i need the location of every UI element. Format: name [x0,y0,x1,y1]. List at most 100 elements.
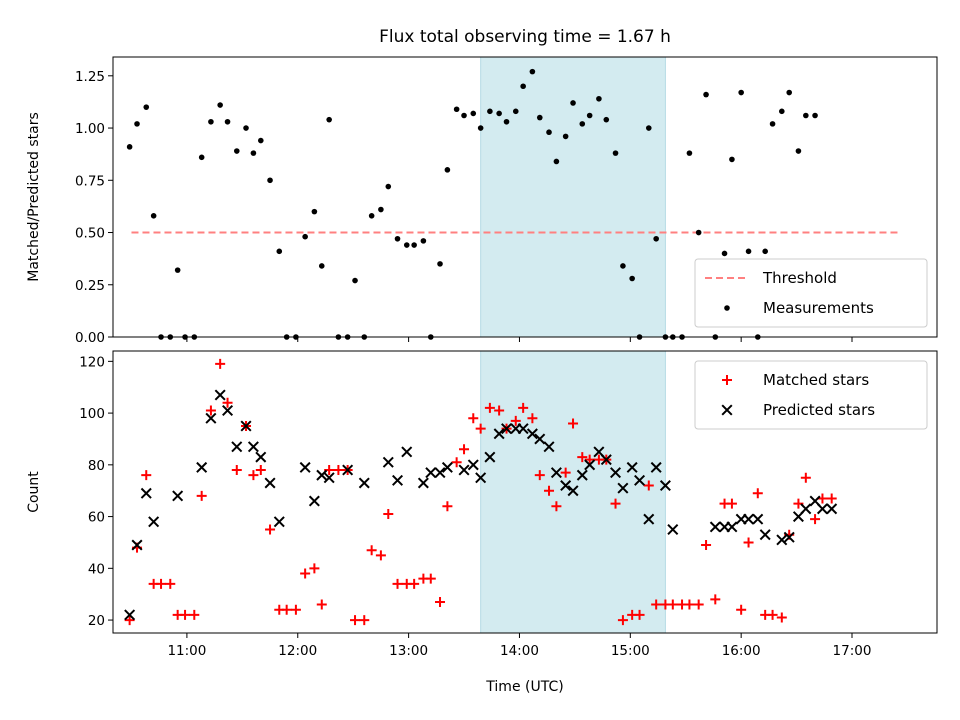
data-point [586,112,593,119]
data-point [214,389,226,401]
data-point [215,358,226,369]
legend-marker-dot [724,305,730,311]
data-point [617,615,628,626]
data-point [276,248,283,255]
data-point [800,503,812,515]
data-point [584,454,595,465]
series-predicted-stars [124,389,838,621]
data-point [409,578,420,589]
data-point [767,609,778,620]
y-axis-label: Matched/Predicted stars [26,112,42,282]
data-point [134,121,140,127]
data-point [709,521,721,533]
data-point [299,461,311,473]
data-point [810,514,821,525]
data-point [420,238,427,244]
data-point [544,485,555,496]
data-point [383,508,394,519]
x-tick-label: 12:00 [278,643,317,659]
data-point [550,467,562,479]
data-point [467,459,479,471]
data-point [693,599,704,610]
data-point [352,277,358,284]
data-point [198,154,205,161]
data-point [156,578,167,589]
data-point [610,498,621,509]
data-point [659,480,671,492]
data-point [425,467,437,479]
y-tick-label: 120 [79,354,105,370]
data-point [378,206,384,213]
data-point [318,263,325,269]
data-point [258,137,264,144]
data-point [403,242,410,248]
data-point [610,467,622,479]
data-point [208,118,214,125]
data-point [667,599,678,610]
data-point [736,604,747,615]
data-point [451,457,462,468]
data-point [459,444,470,455]
data-point [546,129,552,136]
data-point [148,516,160,528]
bottom-panel: 20 40 60 80 100 120 11:00 12:00 13:00 14:00 15:00 1… [26,350,938,695]
data-point [333,465,344,476]
data-point [316,599,327,610]
data-point [172,490,184,502]
chart-title: Flux total observing time = 1.67 h [379,27,671,47]
data-point [560,467,571,478]
y-tick-label: 1.00 [75,121,105,137]
data-point [342,464,354,476]
data-point [534,470,545,481]
data-point [141,470,152,481]
data-point [726,498,737,509]
data-point [392,474,404,486]
data-point [600,454,612,466]
data-point [710,594,721,605]
data-point [529,68,536,75]
data-point [577,452,588,463]
data-point [350,615,361,626]
data-point [800,472,811,483]
data-point [231,441,243,453]
data-point [273,516,285,528]
data-point [358,477,370,489]
data-point [143,104,150,110]
data-point [726,521,738,533]
data-point [626,461,638,473]
data-point [131,539,143,551]
data-point [776,612,787,623]
data-point [475,472,487,484]
data-point [316,469,328,481]
data-point [150,213,157,219]
data-point [745,248,752,255]
data-point [570,100,576,106]
data-point [520,83,526,90]
highlight-span [480,57,666,337]
x-tick-label: 13:00 [389,643,428,659]
data-point [468,413,479,424]
data-point [503,118,510,125]
data-point [264,477,276,489]
data-point [584,459,596,471]
data-point [729,156,735,163]
data-point [634,609,645,620]
data-point [826,493,837,504]
data-point [417,477,429,489]
legend-label: Predicted stars [763,401,875,419]
y-tick-label: 80 [88,458,105,474]
data-point [783,531,795,543]
data-point [222,397,233,408]
data-point [359,615,370,626]
y-tick-label: 0.75 [75,173,105,189]
data-point [643,513,655,525]
data-point [496,110,502,117]
data-point [494,405,505,416]
data-point [368,213,375,219]
data-point [576,469,588,481]
data-point [484,451,496,463]
data-point [484,402,495,413]
y-tick-label: 100 [79,406,105,422]
